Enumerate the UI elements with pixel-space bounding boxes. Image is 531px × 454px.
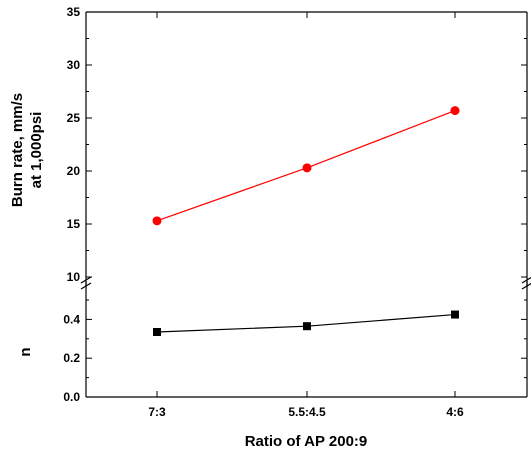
x-tick-label: 5.5:4.5 [288,405,326,419]
y-tick-label: 30 [67,58,81,72]
top-panel: 10 15 20 25 30 35 [67,5,527,284]
y-tick-label: 0.2 [63,351,80,365]
y-axis-title-bottom: n [17,347,34,356]
data-point [450,106,460,116]
x-tick-label: 7:3 [148,405,166,419]
y-tick-label: 0.4 [63,312,80,326]
y-tick-label: 20 [67,164,81,178]
axis-break-mark-left-1 [80,282,92,290]
data-point [152,216,162,226]
data-point [302,163,312,173]
x-axis-title: Ratio of AP 200:9 [245,433,368,450]
y-tick-label: 25 [67,111,81,125]
plot-frame [80,11,531,398]
y-tick-label: 15 [67,217,81,231]
y-tick-label: 0.0 [63,390,80,404]
y-tick-label: 10 [67,270,81,284]
data-point [153,328,161,337]
y-axis-title-top-line2: at 1,000psi [28,112,45,189]
data-point [303,322,311,331]
axis-break-mark-right-1 [521,282,531,290]
x-tick-label: 4:6 [446,405,464,419]
y-axis-title-top-line1: Burn rate, mm/s [9,93,26,207]
x-axis: 7:3 5.5:4.5 4:6 [148,12,464,419]
bottom-panel: 0.0 0.2 0.4 [63,299,527,404]
y-tick-label: 35 [67,5,81,19]
axis-break-mark-left-2 [80,276,92,284]
data-point [451,310,459,319]
axis-break-mark-right-2 [521,276,531,284]
